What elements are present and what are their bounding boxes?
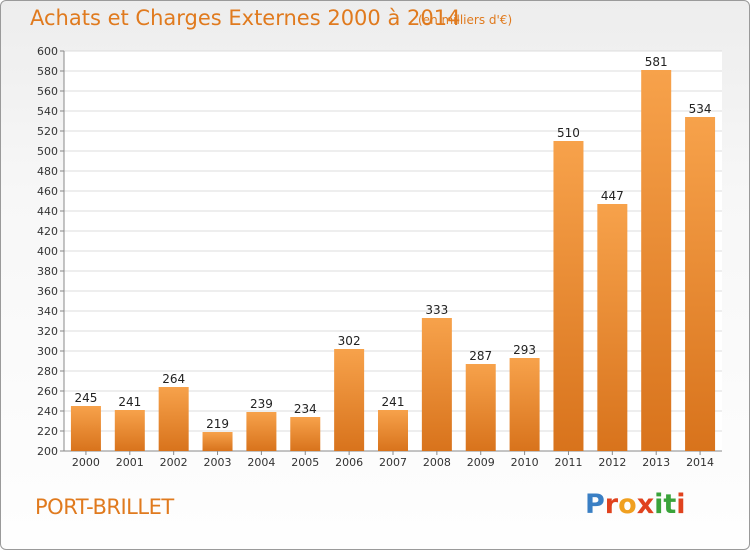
bar-2001: [114, 410, 145, 451]
data-label-2009: 287: [469, 349, 492, 363]
y-tick-label: 440: [37, 205, 58, 218]
bar-2009: [465, 364, 496, 451]
data-label-2011: 510: [557, 126, 580, 140]
data-labels: 245 241 264 219 239 234 302 241 333 287 293 510 447 5…: [74, 55, 711, 431]
y-tick-label: 200: [37, 445, 58, 458]
data-label-2004: 239: [250, 397, 273, 411]
y-tick-label: 420: [37, 225, 58, 238]
data-label-2000: 245: [74, 391, 97, 405]
data-label-2012: 447: [601, 189, 624, 203]
y-tick-label: 540: [37, 105, 58, 118]
y-tick-label: 580: [37, 65, 58, 78]
data-label-2010: 293: [513, 343, 536, 357]
y-tick-label: 380: [37, 265, 58, 278]
bar-2010: [509, 358, 540, 451]
logo-letter: P: [585, 489, 605, 520]
logo-letter: t: [663, 489, 677, 520]
bar-2002: [158, 387, 189, 451]
data-label-2007: 241: [382, 395, 405, 409]
x-tick-label-2014: 2014: [686, 456, 714, 469]
data-label-2005: 234: [294, 402, 317, 416]
y-tick-label: 240: [37, 405, 58, 418]
y-tick-label: 520: [37, 125, 58, 138]
y-tick-label: 320: [37, 325, 58, 338]
bar-2003: [202, 432, 233, 451]
x-tick-label-2010: 2010: [511, 456, 539, 469]
y-tick-label: 480: [37, 165, 58, 178]
y-tick-label: 500: [37, 145, 58, 158]
logo-letter: o: [618, 489, 637, 520]
place-name: PORT-BRILLET: [35, 495, 174, 519]
y-tick-label: 560: [37, 85, 58, 98]
bar-2013: [641, 70, 672, 451]
logo-letter: i: [676, 489, 686, 520]
axes: 200 220 240 260 280 300 320 340 360 380 400 420 440 4…: [37, 45, 722, 469]
y-tick-label: 340: [37, 305, 58, 318]
bar-2014: [685, 117, 716, 451]
x-tick-label-2002: 2002: [160, 456, 188, 469]
proxiti-logo: Proxiti: [585, 489, 686, 520]
bar-2005: [290, 417, 321, 451]
x-tick-label-2007: 2007: [379, 456, 407, 469]
y-tick-label: 280: [37, 365, 58, 378]
data-label-2013: 581: [645, 55, 668, 69]
bar-2000: [70, 406, 101, 451]
x-tick-label-2012: 2012: [598, 456, 626, 469]
y-tick-label: 300: [37, 345, 58, 358]
bar-2007: [378, 410, 408, 451]
x-tick-label-2011: 2011: [554, 456, 582, 469]
y-tick-label: 400: [37, 245, 58, 258]
bar-2012: [597, 204, 628, 451]
y-tick-label: 600: [37, 45, 58, 58]
x-tick-label-2003: 2003: [204, 456, 232, 469]
bars: [70, 70, 716, 451]
logo-letter: i: [654, 489, 664, 520]
chart-title: Achats et Charges Externes 2000 à 2014: [30, 6, 461, 30]
logo-letter: r: [604, 489, 619, 520]
bar-2006: [334, 349, 365, 451]
y-tick-label: 460: [37, 185, 58, 198]
x-tick-label-2000: 2000: [72, 456, 100, 469]
x-tick-label-2001: 2001: [116, 456, 144, 469]
data-label-2003: 219: [206, 417, 229, 431]
data-label-2006: 302: [338, 334, 361, 348]
y-tick-label: 360: [37, 285, 58, 298]
x-tick-label-2006: 2006: [335, 456, 363, 469]
bar-2004: [246, 412, 277, 451]
x-tick-label-2008: 2008: [423, 456, 451, 469]
y-tick-label: 260: [37, 385, 58, 398]
bar-2011: [553, 141, 584, 451]
data-label-2002: 264: [162, 372, 185, 386]
x-tick-label-2004: 2004: [247, 456, 275, 469]
bar-2008: [421, 318, 452, 451]
data-label-2001: 241: [118, 395, 141, 409]
chart-subtitle: (en milliers d'€): [418, 13, 513, 27]
x-tick-label-2005: 2005: [291, 456, 319, 469]
data-label-2014: 534: [689, 102, 712, 116]
x-tick-label-2009: 2009: [467, 456, 495, 469]
data-label-2008: 333: [425, 303, 448, 317]
x-tick-label-2013: 2013: [642, 456, 670, 469]
logo-letter: x: [636, 489, 655, 520]
y-tick-label: 220: [37, 425, 58, 438]
